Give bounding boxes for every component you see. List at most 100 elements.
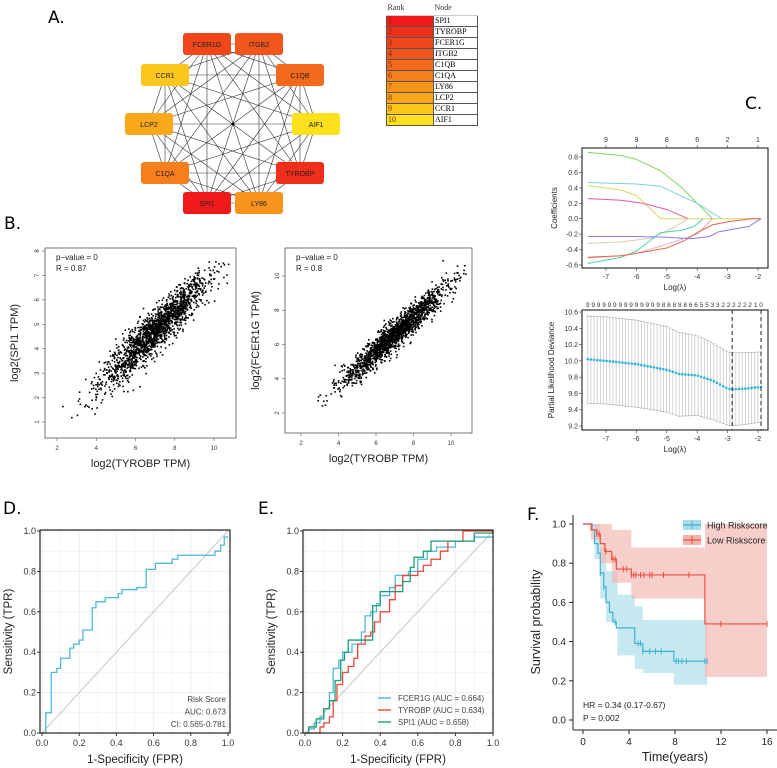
scatter-point	[127, 390, 129, 393]
scatter-point	[355, 369, 358, 372]
scatter-point	[190, 300, 193, 303]
scatter-point	[165, 306, 168, 308]
top-count-label: 5	[705, 302, 709, 309]
scatter-point	[426, 300, 429, 302]
scatter-point	[364, 365, 367, 368]
scatter-point	[142, 360, 144, 363]
scatter-point	[152, 327, 155, 330]
rank-cell: 10	[386, 114, 434, 126]
scatter-point	[177, 296, 179, 298]
rank-table-row: 8 LCP2	[386, 92, 478, 104]
scatter-point	[365, 367, 368, 370]
coefficient-path	[587, 181, 722, 220]
scatter-point	[350, 363, 352, 366]
roc-annotation: Risk Score	[187, 695, 226, 704]
scatter-point	[429, 304, 432, 307]
scatter-point	[166, 328, 169, 330]
top-tick-label: 6	[695, 137, 699, 144]
scatter-point	[159, 337, 162, 339]
scatter-point	[338, 390, 341, 393]
scatter-point	[453, 278, 456, 281]
scatter-point	[368, 368, 370, 371]
scatter-point	[144, 367, 146, 369]
scatter-point	[421, 306, 423, 309]
scatter-point	[380, 335, 383, 338]
y-tick-label: 1	[35, 420, 41, 424]
scatter-point	[376, 367, 378, 370]
legend-label: TYROBP (AUC = 0.634)	[398, 706, 485, 715]
cv-mean-point	[712, 379, 716, 383]
top-count-label: 9	[629, 302, 633, 309]
scatter-point	[133, 344, 135, 347]
scatter-point	[168, 306, 170, 309]
scatter-point	[140, 345, 142, 347]
scatter-point	[152, 338, 155, 340]
scatter-point	[78, 398, 81, 400]
scatter-point	[388, 322, 391, 325]
scatter-point	[349, 368, 351, 370]
scatter-point	[183, 303, 185, 305]
scatter-point	[142, 348, 145, 351]
scatter-point	[382, 331, 384, 334]
scatter-point	[146, 317, 149, 319]
scatter-point	[343, 381, 345, 383]
scatter-point	[417, 319, 420, 321]
scatter-point	[435, 301, 437, 304]
scatter-point	[417, 321, 420, 324]
scatter-point	[419, 301, 422, 304]
rank-table-row: 7 LY86	[386, 81, 478, 93]
scatter-point	[113, 353, 116, 356]
scatter-point	[111, 395, 114, 398]
scatter-point	[157, 306, 159, 308]
scatter-point	[154, 320, 157, 322]
scatter-point	[86, 405, 89, 408]
scatter-point	[148, 333, 150, 336]
scatter-point	[137, 351, 140, 353]
scatter-point	[400, 316, 403, 318]
scatter-point	[420, 314, 422, 317]
scatter-point	[115, 359, 118, 361]
top-count-label: 3	[716, 302, 720, 309]
scatter-point	[122, 374, 124, 377]
scatter-point	[151, 327, 154, 330]
scatter-point	[110, 380, 113, 383]
scatter-point	[100, 382, 102, 384]
scatter-point	[146, 332, 149, 334]
scatter-point	[132, 363, 134, 366]
scatter-point	[190, 292, 193, 294]
scatter-point	[354, 366, 357, 369]
scatter-point	[372, 349, 374, 352]
scatter-point	[393, 333, 395, 336]
scatter-point	[148, 353, 151, 356]
scatter-point	[424, 301, 427, 304]
y-axis-label: Survival probability	[529, 569, 543, 675]
scatter-point	[156, 318, 158, 321]
scatter-point	[432, 309, 435, 311]
x-tick-label: 0.0	[36, 738, 49, 748]
scatter-point	[373, 344, 376, 347]
top-count-label: 9	[608, 302, 612, 309]
scatter-point	[447, 284, 450, 287]
scatter-point	[122, 357, 124, 360]
scatter-point	[186, 296, 188, 298]
y-tick-label: 0.0	[23, 728, 36, 738]
y-tick-label: 10.2	[564, 342, 578, 349]
scatter-point	[135, 363, 137, 366]
top-count-label: 2	[748, 302, 752, 309]
scatter-point	[122, 385, 124, 388]
scatter-point	[101, 380, 104, 383]
scatter-point	[394, 332, 397, 334]
scatter-point	[431, 299, 433, 301]
scatter-point	[393, 337, 396, 339]
scatter-point	[382, 329, 385, 332]
y-tick-label: 7	[35, 273, 41, 277]
scatter-point	[434, 311, 437, 313]
scatter-point	[140, 343, 142, 346]
scatter-point	[384, 333, 387, 335]
scatter-point	[372, 367, 374, 369]
y-tick-label: 2	[35, 395, 41, 399]
top-tick-label: 8	[665, 137, 669, 144]
top-count-label: 8	[662, 302, 666, 309]
scatter-point	[148, 314, 150, 316]
scatter-point	[183, 306, 186, 308]
